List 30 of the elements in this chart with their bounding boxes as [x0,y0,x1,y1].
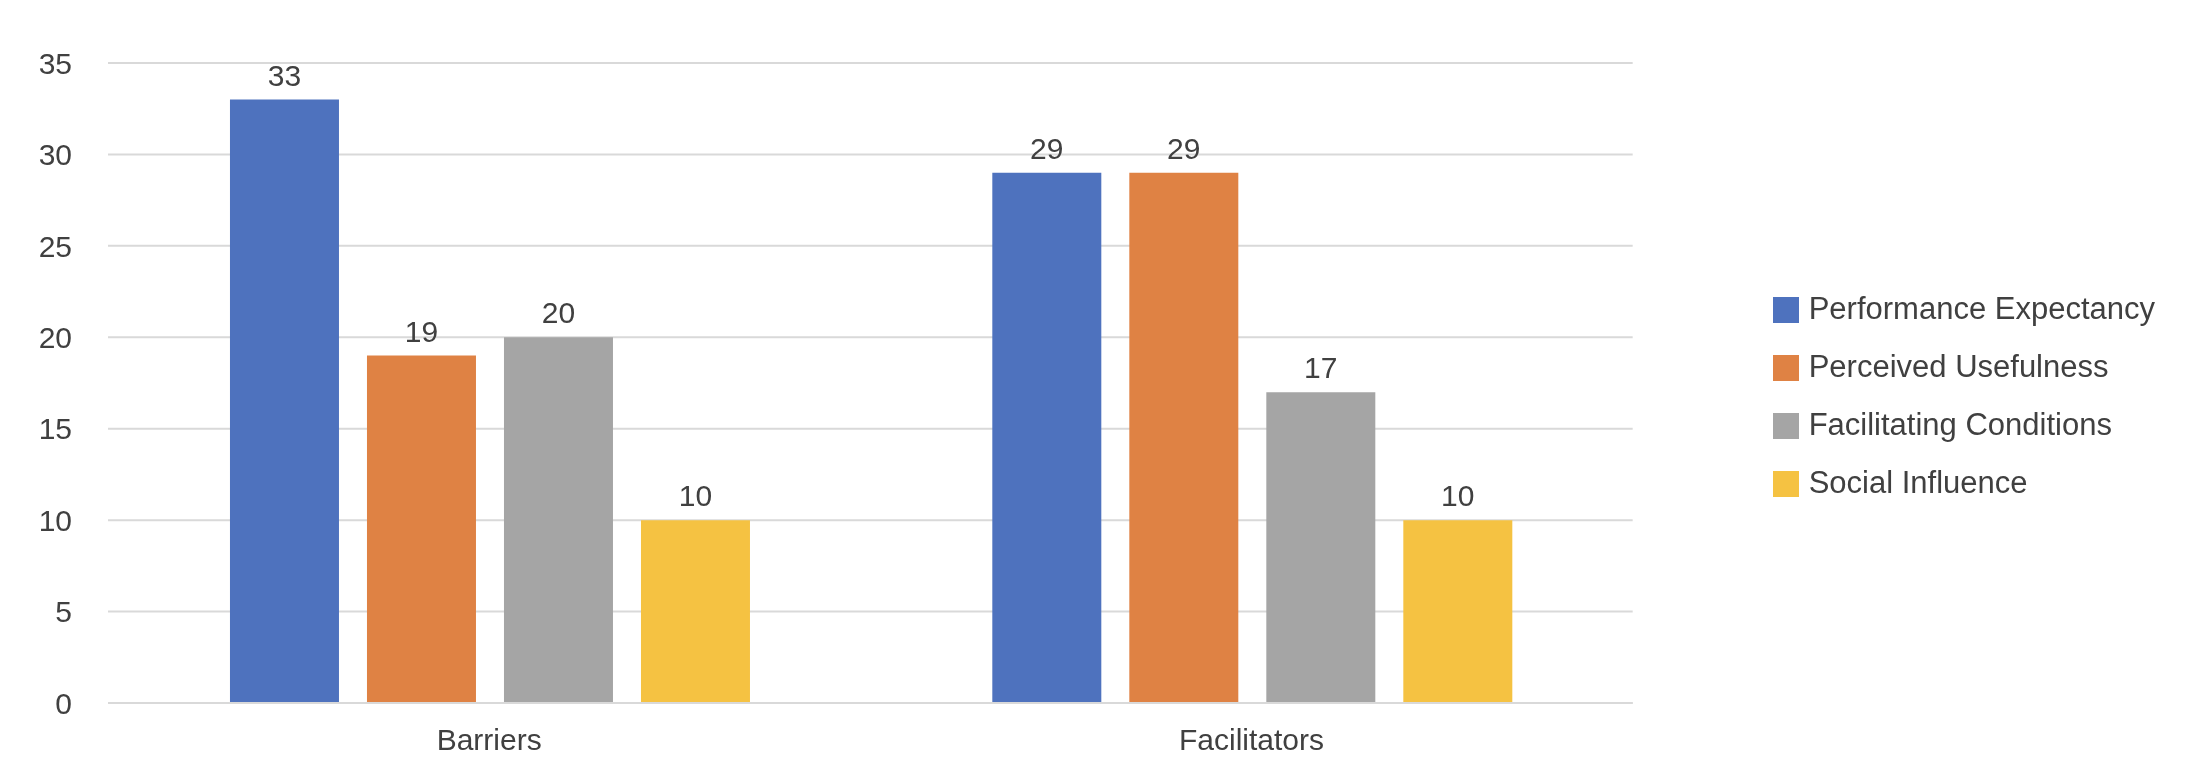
bar [1129,172,1239,703]
bar [366,355,476,703]
y-tick-label: 10 [38,503,72,537]
data-label: 10 [1441,479,1475,513]
data-label: 10 [678,479,713,513]
x-tick-label: Barriers [436,723,542,757]
bar [1403,520,1513,703]
bar [992,172,1102,703]
y-tick-label: 15 [38,412,72,446]
data-label: 29 [1030,131,1064,165]
legend-label: Performance Expectancy [1808,290,2155,326]
y-tick-label: 35 [38,46,72,80]
bar [1266,392,1376,703]
data-label: 19 [404,314,439,348]
y-tick-label: 20 [38,320,72,354]
data-label: 33 [267,58,302,92]
legend-label: Perceived Usefulness [1808,348,2109,384]
data-label: 20 [541,296,576,330]
data-label: 17 [1304,351,1338,385]
legend-label: Social Influence [1808,464,2028,500]
legend-label: Facilitating Conditions [1808,406,2112,442]
data-label: 29 [1167,131,1201,165]
y-tick-label: 0 [55,686,72,720]
y-tick-label: 5 [55,595,72,629]
x-tick-label: Facilitators [1178,723,1325,757]
bar [503,337,613,703]
bar [229,99,339,703]
bar [640,520,750,703]
y-tick-label: 30 [38,138,72,172]
y-tick-label: 25 [38,229,72,263]
